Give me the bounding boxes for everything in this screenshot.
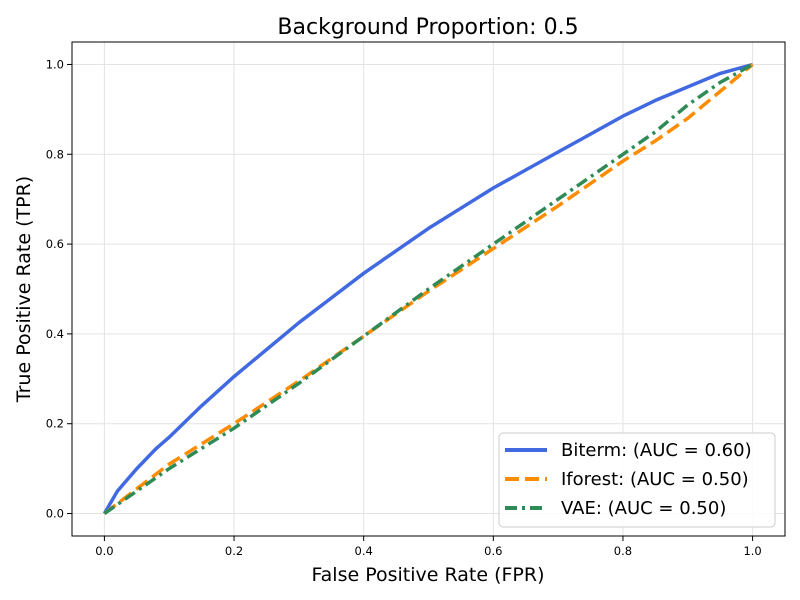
legend-label-biterm: Biterm: (AUC = 0.60) [561,440,752,461]
series-line-iforest [103,63,754,515]
chart-title: Background Proportion: 0.5 [277,15,578,40]
x-tick-label: 0.6 [484,544,502,558]
grid-lines [72,42,785,536]
y-tick-label: 0.0 [46,507,64,521]
legend-box [498,432,776,528]
x-tick-label: 0.4 [355,544,373,558]
x-tick-label: 0.8 [614,544,632,558]
legend-label-vae: VAE: (AUC = 0.50) [561,498,726,519]
x-axis-ticks: 0.0 0.2 0.4 0.6 0.8 1.0 [95,536,762,558]
y-tick-label: 0.8 [46,147,64,161]
y-axis-ticks: 0.0 0.2 0.4 0.6 0.8 1.0 [46,57,72,521]
series-line-biterm [102,62,754,515]
x-axis-label: False Positive Rate (FPR) [311,564,544,586]
x-tick-label: 0.2 [225,544,243,558]
legend-label-iforest: Iforest: (AUC = 0.50) [561,469,749,490]
y-tick-label: 0.4 [46,327,64,341]
x-tick-label: 0.0 [95,544,113,558]
y-axis-label: True Positive Rate (TPR) [13,176,35,403]
plot-frame [71,41,786,537]
y-tick-label: 1.0 [46,57,64,71]
y-tick-label: 0.2 [46,417,64,431]
y-tick-label: 0.6 [46,237,64,251]
series-line-vae [103,62,754,515]
series-lines [102,62,754,515]
legend: Biterm: (AUC = 0.60) Iforest: (AUC = 0.5… [498,432,776,528]
x-tick-label: 1.0 [743,544,761,558]
